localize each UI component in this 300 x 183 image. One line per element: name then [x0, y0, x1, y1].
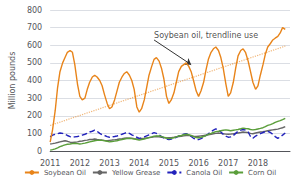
svg-text:2011: 2011: [40, 159, 60, 168]
svg-text:600: 600: [27, 41, 42, 50]
svg-text:2016: 2016: [188, 159, 208, 168]
svg-text:700: 700: [27, 23, 42, 32]
svg-text:Million pounds: Million pounds: [8, 52, 17, 110]
svg-text:Yellow Grease: Yellow Grease: [111, 169, 160, 177]
svg-text:Canola Oil: Canola Oil: [186, 169, 222, 177]
svg-text:0: 0: [37, 147, 42, 156]
svg-text:Corn Oil: Corn Oil: [248, 169, 276, 177]
svg-text:2012: 2012: [70, 159, 90, 168]
svg-text:2017: 2017: [218, 159, 238, 168]
svg-text:100: 100: [27, 129, 42, 138]
svg-text:500: 500: [27, 58, 42, 67]
svg-text:300: 300: [27, 94, 42, 103]
svg-text:Soybean Oil: Soybean Oil: [44, 169, 86, 177]
svg-text:400: 400: [27, 76, 42, 85]
svg-text:2018: 2018: [248, 159, 268, 168]
svg-text:Soybean oil, trendline use: Soybean oil, trendline use: [154, 31, 258, 40]
svg-text:2014: 2014: [129, 159, 149, 168]
svg-text:800: 800: [27, 6, 42, 15]
svg-text:2013: 2013: [99, 159, 119, 168]
svg-text:200: 200: [27, 111, 42, 120]
svg-text:2015: 2015: [159, 159, 179, 168]
